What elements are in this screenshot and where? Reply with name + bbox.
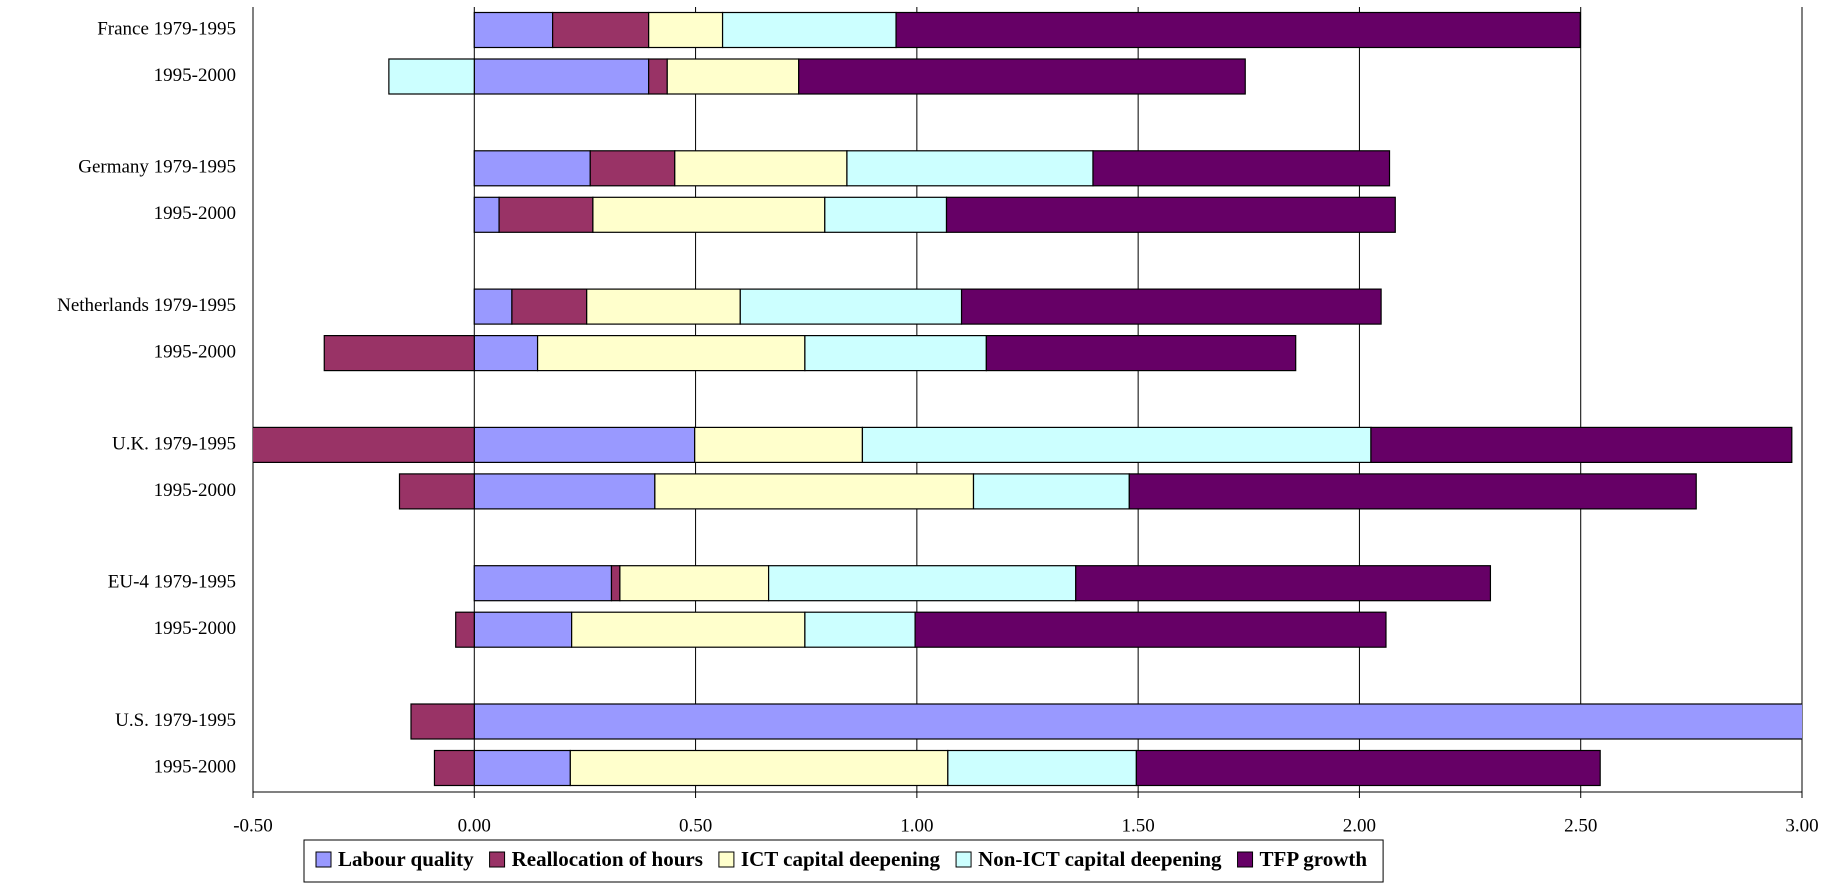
bar-segment	[972, 473, 1130, 510]
bar-segment	[960, 288, 1382, 325]
bar-segment	[473, 611, 573, 648]
bar-segment	[473, 565, 613, 602]
legend-label: TFP growth	[1260, 847, 1368, 871]
legend-label: ICT capital deepening	[741, 847, 941, 871]
bar-segment	[536, 335, 806, 372]
bar-segment	[739, 288, 963, 325]
category-label: 1995-2000	[154, 203, 236, 224]
bar-segment	[473, 703, 1802, 740]
bar-segment	[666, 58, 800, 95]
bar-segment	[398, 473, 475, 510]
bar-segment	[455, 611, 475, 648]
bar-segment	[694, 426, 864, 463]
bar-segment	[1370, 426, 1793, 463]
bar-segment	[473, 335, 539, 372]
legend-swatch	[955, 851, 972, 868]
bar-segment	[410, 703, 475, 740]
bar-segment	[1092, 150, 1391, 187]
x-tick-label: 1.00	[900, 815, 933, 836]
bar-segment	[1135, 749, 1601, 787]
bar-segment	[914, 611, 1387, 648]
bar-segment	[473, 473, 656, 510]
bar-segment	[511, 288, 588, 325]
bar-segment	[473, 288, 513, 325]
bar-segment	[947, 749, 1137, 787]
bar-segment	[433, 749, 475, 787]
legend-label: Reallocation of hours	[512, 847, 703, 871]
legend-swatch	[718, 851, 735, 868]
bar-segment	[473, 196, 500, 233]
legend-swatch	[315, 851, 332, 868]
category-label: U.S. 1979-1995	[115, 710, 236, 731]
category-label: Germany 1979-1995	[78, 157, 236, 178]
bar-segment	[571, 611, 806, 648]
legend-box	[303, 839, 1384, 883]
bar-segment	[674, 150, 848, 187]
x-tick-label: 0.00	[458, 815, 491, 836]
bar-segment	[589, 150, 676, 187]
bar-segment	[569, 749, 949, 787]
x-tick-label: 3.00	[1785, 815, 1818, 836]
bar-segment	[804, 335, 987, 372]
legend-swatch	[1237, 851, 1254, 868]
category-label: EU-4 1979-1995	[108, 572, 236, 593]
category-label: 1995-2000	[154, 341, 236, 362]
bar-segment	[654, 473, 975, 510]
bar-segment	[1128, 473, 1697, 510]
x-tick-label: 2.50	[1564, 815, 1597, 836]
bar-segment	[586, 288, 741, 325]
bar-segment	[610, 565, 621, 602]
legend-label: Labour quality	[338, 847, 474, 871]
bar-segment	[861, 426, 1372, 463]
bar-segment	[648, 11, 724, 49]
bar-segment	[648, 58, 668, 95]
bar-segment	[895, 11, 1581, 49]
bar-segment	[798, 58, 1246, 95]
bar-segment	[323, 335, 475, 372]
bar-segment	[824, 196, 948, 233]
bar-segment	[473, 150, 591, 187]
category-label: 1995-2000	[154, 756, 236, 777]
bar-segment	[804, 611, 916, 648]
legend-swatch	[489, 851, 506, 868]
bar-segment	[473, 58, 650, 95]
x-tick-label: -0.50	[233, 815, 273, 836]
category-label: Netherlands 1979-1995	[57, 295, 236, 316]
category-label: U.K. 1979-1995	[112, 433, 236, 454]
category-label: 1995-2000	[154, 618, 236, 639]
category-label: 1995-2000	[154, 480, 236, 501]
bar-segment	[945, 196, 1396, 233]
bar-segment	[619, 565, 770, 602]
bar-segment	[985, 335, 1297, 372]
bar-segment	[552, 11, 650, 49]
bar-segment	[253, 426, 475, 463]
bar-segment	[498, 196, 594, 233]
category-label: France 1979-1995	[97, 18, 236, 39]
bar-segment	[473, 426, 696, 463]
bar-segment	[1075, 565, 1492, 602]
bar-segment	[388, 58, 475, 95]
bar-segment	[767, 565, 1077, 602]
category-label: 1995-2000	[154, 65, 236, 86]
bar-segment	[473, 11, 554, 49]
bar-segment	[592, 196, 826, 233]
x-tick-label: 1.50	[1122, 815, 1155, 836]
x-tick-label: 2.00	[1343, 815, 1376, 836]
bar-segment	[721, 11, 897, 49]
bar-segment	[846, 150, 1094, 187]
bar-segment	[473, 749, 571, 787]
x-tick-label: 0.50	[679, 815, 712, 836]
legend-label: Non-ICT capital deepening	[978, 847, 1222, 871]
